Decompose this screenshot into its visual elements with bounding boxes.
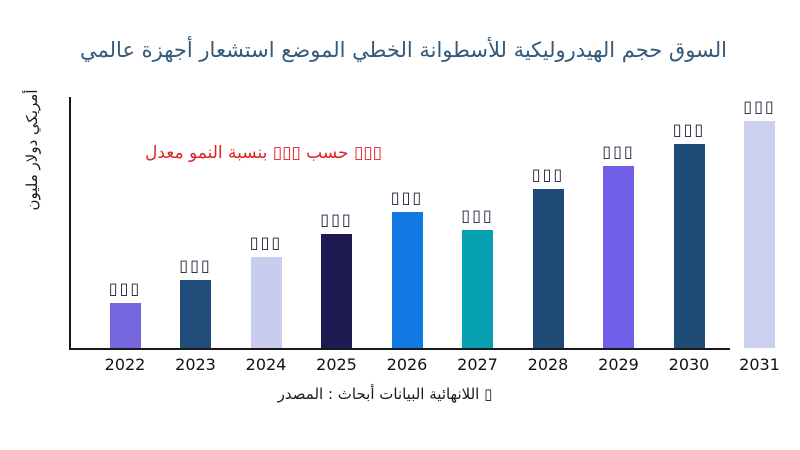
- x-tick-label-2027: 2027: [457, 355, 498, 374]
- chart-title: السوق حجم الهيدروليكية للأسطوانة الخطي ا…: [80, 38, 728, 62]
- bar-2026: [391, 212, 423, 348]
- x-tick-label-2022: 2022: [104, 355, 146, 374]
- x-axis-line: [69, 348, 730, 350]
- x-tick-label-2026: 2026: [386, 355, 428, 374]
- bar-value-label-2031: ▯▯▯: [743, 97, 776, 116]
- bar-value-label-2025: ▯▯▯: [320, 210, 353, 229]
- bar-value-label-2024: ▯▯▯: [249, 233, 283, 252]
- x-tick-label-2028: 2028: [527, 355, 569, 374]
- bar-value-label-2029: ▯▯▯: [602, 142, 635, 161]
- x-tick-label-2023: 2023: [175, 355, 216, 374]
- x-tick-label-2025: 2025: [316, 355, 357, 374]
- x-tick-label-2029: 2029: [598, 355, 639, 374]
- bar-2028: [532, 189, 564, 348]
- bar-2023: [180, 280, 211, 348]
- growth-rate-annotation: ▯▯▯ حسب ▯▯▯ بنسبة النمو معدل: [145, 143, 383, 163]
- source-caption: ▯ اللانهائية البيانات أبحاث : المصدر: [277, 385, 493, 403]
- bar-value-label-2027: ▯▯▯: [461, 206, 494, 225]
- bar-2027: [462, 230, 493, 348]
- bar-value-label-2028: ▯▯▯: [531, 165, 565, 184]
- bar-2025: [321, 234, 352, 348]
- x-tick-label-2031: 2031: [739, 355, 780, 374]
- bar-value-label-2030: ▯▯▯: [672, 120, 706, 139]
- bar-2024: [250, 257, 282, 348]
- bar-2029: [603, 166, 634, 348]
- y-axis-line: [69, 97, 71, 350]
- bar-value-label-2023: ▯▯▯: [179, 256, 212, 275]
- x-tick-label-2030: 2030: [668, 355, 710, 374]
- x-tick-label-2024: 2024: [245, 355, 287, 374]
- bar-2031: [744, 121, 775, 348]
- y-axis-label: أمريكي دولار مليون: [23, 89, 41, 211]
- bar-2022: [109, 303, 141, 348]
- bar-value-label-2022: ▯▯▯: [108, 279, 142, 298]
- bar-2030: [673, 144, 705, 348]
- bar-value-label-2026: ▯▯▯: [390, 188, 424, 207]
